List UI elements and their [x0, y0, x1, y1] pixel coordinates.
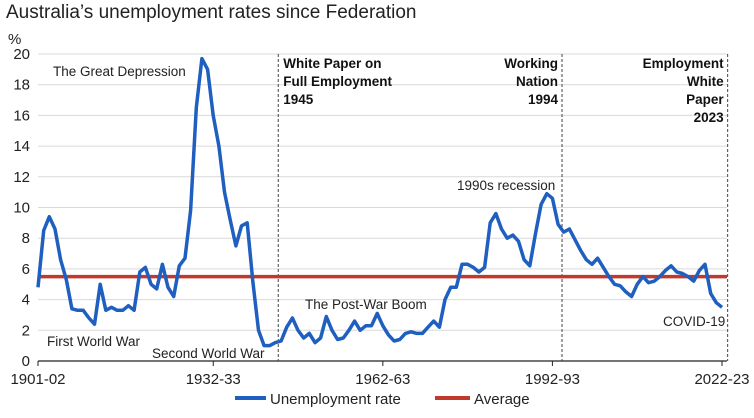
y-tick-label: 20 [13, 46, 30, 63]
policy-marker-label: 1945 [283, 92, 314, 107]
policy-marker-label: Paper [686, 92, 724, 107]
series-lines [36, 56, 727, 348]
policy-markers: White Paper on Full Employment 1945 Working… [277, 54, 729, 361]
annotation-post-war-boom: The Post-War Boom [305, 297, 427, 312]
y-axis-label: % [8, 31, 21, 48]
legend-label-average: Average [474, 391, 530, 408]
y-tick-labels: 0 2 4 6 8 10 12 14 16 18 20 [13, 46, 30, 370]
y-tick-label: 2 [22, 322, 30, 339]
policy-marker-label: 1994 [528, 92, 559, 107]
y-tick-label: 6 [22, 261, 30, 278]
policy-marker-label: Nation [516, 74, 558, 89]
x-tick-label: 1932-33 [186, 371, 241, 388]
legend-label-unemployment: Unemployment rate [270, 391, 401, 408]
gridlines [38, 53, 727, 331]
y-tick-label: 18 [13, 77, 30, 94]
y-tick-label: 16 [13, 107, 30, 124]
legend: Unemployment rate Average [235, 391, 530, 408]
annotation-1990s-recession: 1990s recession [457, 178, 555, 193]
policy-marker-label: Full Employment [283, 74, 392, 89]
policy-marker-label: Employment [643, 56, 725, 71]
x-axis: 1901-02 1932-33 1962-63 1992-93 2022-23 [10, 360, 750, 388]
unemployment-rate-line [36, 56, 724, 348]
annotation-first-world-war: First World War [47, 334, 141, 349]
annotation-second-world-war: Second World War [152, 346, 265, 361]
y-tick-label: 0 [22, 353, 30, 370]
y-tick-label: 12 [13, 169, 30, 186]
x-tick-label: 1992-93 [525, 371, 580, 388]
x-tick-label: 1962-63 [355, 371, 410, 388]
x-tick-label: 2022-23 [694, 371, 749, 388]
y-tick-label: 14 [13, 138, 30, 155]
annotation-covid: COVID-19 [663, 314, 725, 329]
chart-title: Australia’s unemployment rates since Fed… [6, 2, 416, 23]
x-tick-label: 1901-02 [10, 371, 65, 388]
policy-marker-label: White [687, 74, 724, 89]
annotation-great-depression: The Great Depression [53, 64, 186, 79]
y-tick-label: 8 [22, 230, 30, 247]
y-tick-label: 4 [22, 292, 30, 309]
policy-marker-label: Working [504, 56, 558, 71]
y-tick-label: 10 [13, 200, 30, 217]
policy-marker-label: White Paper on [283, 56, 381, 71]
policy-marker-label: 2023 [694, 110, 725, 125]
